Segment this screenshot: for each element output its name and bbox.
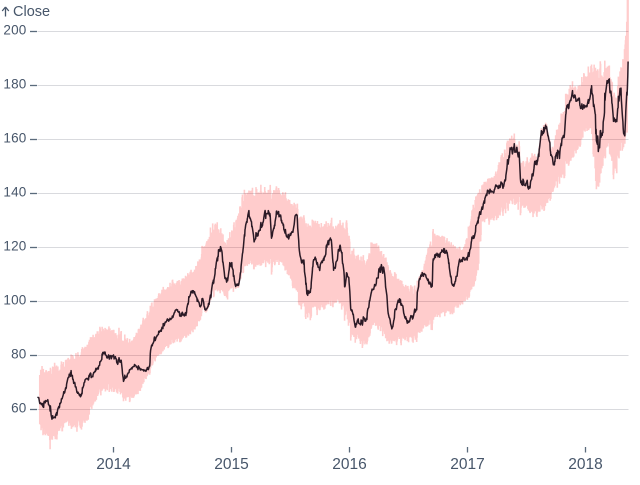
svg-text:200: 200 bbox=[3, 23, 26, 38]
svg-text:160: 160 bbox=[3, 131, 26, 146]
svg-text:140: 140 bbox=[3, 185, 26, 200]
svg-text:2015: 2015 bbox=[214, 456, 248, 473]
svg-text:120: 120 bbox=[3, 239, 26, 254]
svg-text:2018: 2018 bbox=[568, 456, 602, 473]
svg-text:60: 60 bbox=[11, 401, 26, 416]
svg-text:2017: 2017 bbox=[450, 456, 484, 473]
svg-text:80: 80 bbox=[11, 347, 26, 362]
svg-text:2016: 2016 bbox=[332, 456, 366, 473]
svg-text:2014: 2014 bbox=[96, 456, 131, 473]
svg-text:Close: Close bbox=[13, 4, 50, 20]
svg-text:100: 100 bbox=[3, 293, 26, 308]
svg-text:180: 180 bbox=[3, 77, 26, 92]
